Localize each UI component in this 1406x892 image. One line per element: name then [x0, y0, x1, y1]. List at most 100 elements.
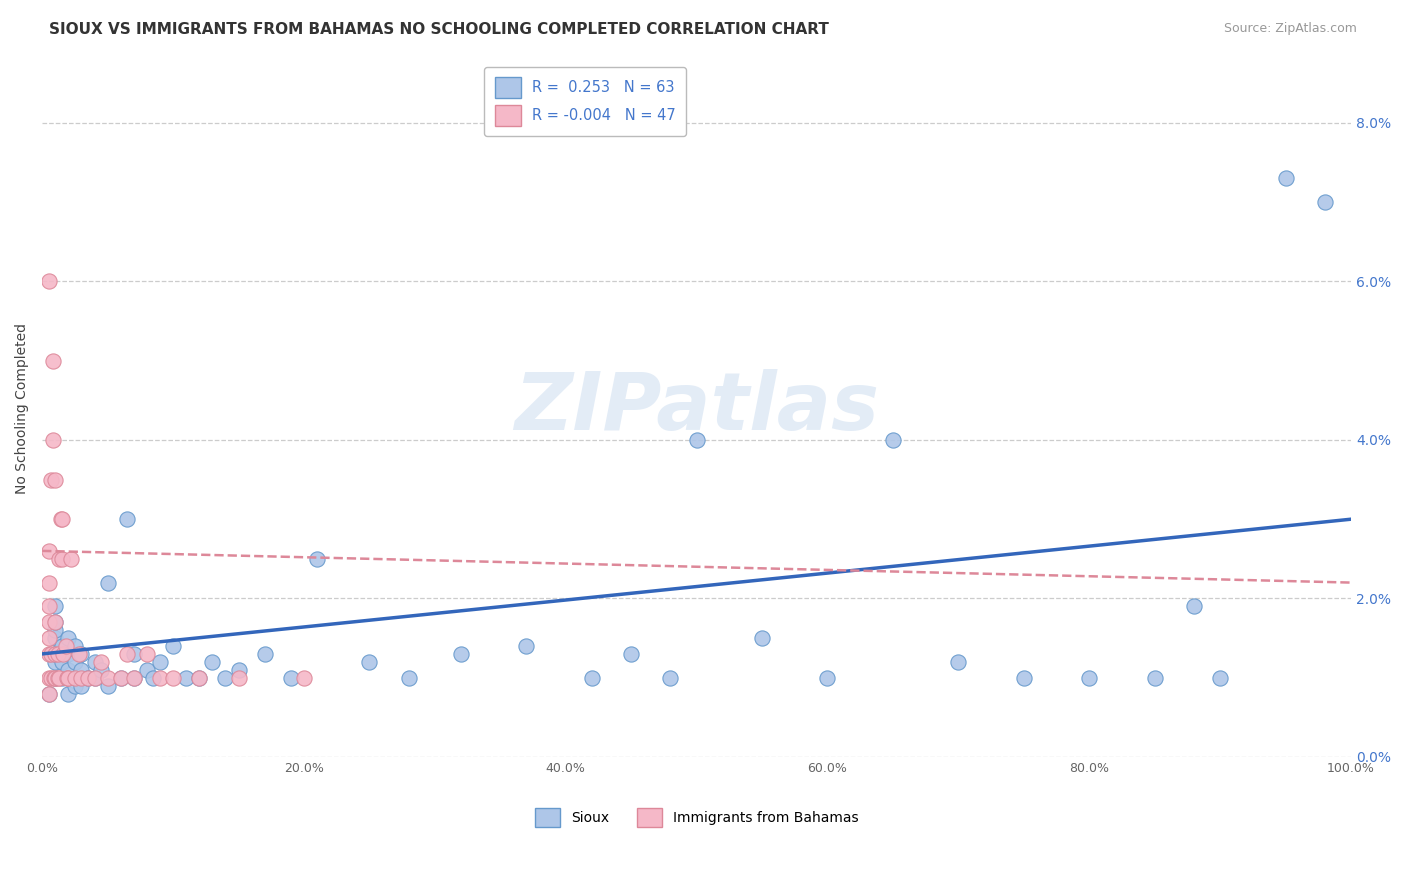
Point: [1313, 195, 1336, 210]
Point: [58, 631, 80, 645]
Point: [305, 551, 328, 566]
Point: [77, 671, 100, 685]
Point: [51, 655, 73, 669]
Point: [110, 671, 132, 685]
Point: [1274, 171, 1296, 186]
Point: [44, 623, 66, 637]
Point: [38, 631, 60, 645]
Point: [46, 671, 69, 685]
Point: [56, 671, 79, 685]
Point: [41, 433, 63, 447]
Point: [48, 551, 70, 566]
Point: [398, 671, 420, 685]
Point: [97, 671, 120, 685]
Point: [38, 275, 60, 289]
Point: [51, 639, 73, 653]
Point: [38, 686, 60, 700]
Point: [51, 671, 73, 685]
Point: [48, 671, 70, 685]
Point: [228, 671, 250, 685]
Point: [97, 679, 120, 693]
Point: [58, 671, 80, 685]
Point: [751, 631, 773, 645]
Y-axis label: No Schooling Completed: No Schooling Completed: [15, 323, 30, 494]
Point: [70, 679, 93, 693]
Point: [63, 679, 86, 693]
Point: [49, 512, 72, 526]
Point: [201, 655, 224, 669]
Point: [44, 647, 66, 661]
Point: [83, 671, 105, 685]
Point: [70, 663, 93, 677]
Point: [41, 473, 63, 487]
Point: [90, 655, 112, 669]
Point: [44, 671, 66, 685]
Point: [38, 599, 60, 614]
Point: [122, 671, 145, 685]
Text: ZIPatlas: ZIPatlas: [515, 369, 879, 447]
Point: [58, 671, 80, 685]
Point: [188, 671, 211, 685]
Point: [41, 671, 63, 685]
Point: [44, 473, 66, 487]
Point: [620, 647, 643, 661]
Point: [38, 647, 60, 661]
Point: [44, 631, 66, 645]
Point: [122, 647, 145, 661]
Point: [174, 671, 197, 685]
Point: [1012, 671, 1035, 685]
Point: [44, 671, 66, 685]
Point: [188, 671, 211, 685]
Point: [253, 647, 276, 661]
Point: [55, 639, 77, 653]
Point: [214, 671, 236, 685]
Point: [38, 615, 60, 630]
Point: [1209, 671, 1232, 685]
Legend: Sioux, Immigrants from Bahamas: Sioux, Immigrants from Bahamas: [529, 802, 865, 833]
Point: [149, 655, 172, 669]
Point: [97, 575, 120, 590]
Point: [1182, 599, 1205, 614]
Point: [142, 671, 165, 685]
Point: [51, 512, 73, 526]
Point: [52, 647, 75, 661]
Point: [38, 544, 60, 558]
Point: [581, 671, 603, 685]
Point: [149, 671, 172, 685]
Point: [83, 655, 105, 669]
Point: [359, 655, 381, 669]
Point: [515, 639, 537, 653]
Point: [90, 663, 112, 677]
Point: [41, 647, 63, 661]
Point: [135, 647, 157, 661]
Point: [135, 663, 157, 677]
Point: [70, 647, 93, 661]
Point: [63, 671, 86, 685]
Point: [58, 686, 80, 700]
Point: [41, 353, 63, 368]
Point: [162, 671, 184, 685]
Point: [122, 671, 145, 685]
Point: [228, 663, 250, 677]
Point: [117, 647, 139, 661]
Point: [44, 647, 66, 661]
Text: SIOUX VS IMMIGRANTS FROM BAHAMAS NO SCHOOLING COMPLETED CORRELATION CHART: SIOUX VS IMMIGRANTS FROM BAHAMAS NO SCHO…: [49, 22, 830, 37]
Point: [38, 575, 60, 590]
Point: [70, 671, 93, 685]
Point: [44, 655, 66, 669]
Point: [51, 551, 73, 566]
Point: [292, 671, 315, 685]
Point: [685, 433, 707, 447]
Point: [162, 639, 184, 653]
Point: [42, 671, 65, 685]
Point: [58, 663, 80, 677]
Point: [44, 599, 66, 614]
Point: [110, 671, 132, 685]
Point: [117, 512, 139, 526]
Point: [1143, 671, 1166, 685]
Point: [63, 655, 86, 669]
Point: [280, 671, 302, 685]
Point: [450, 647, 472, 661]
Point: [38, 671, 60, 685]
Point: [1078, 671, 1101, 685]
